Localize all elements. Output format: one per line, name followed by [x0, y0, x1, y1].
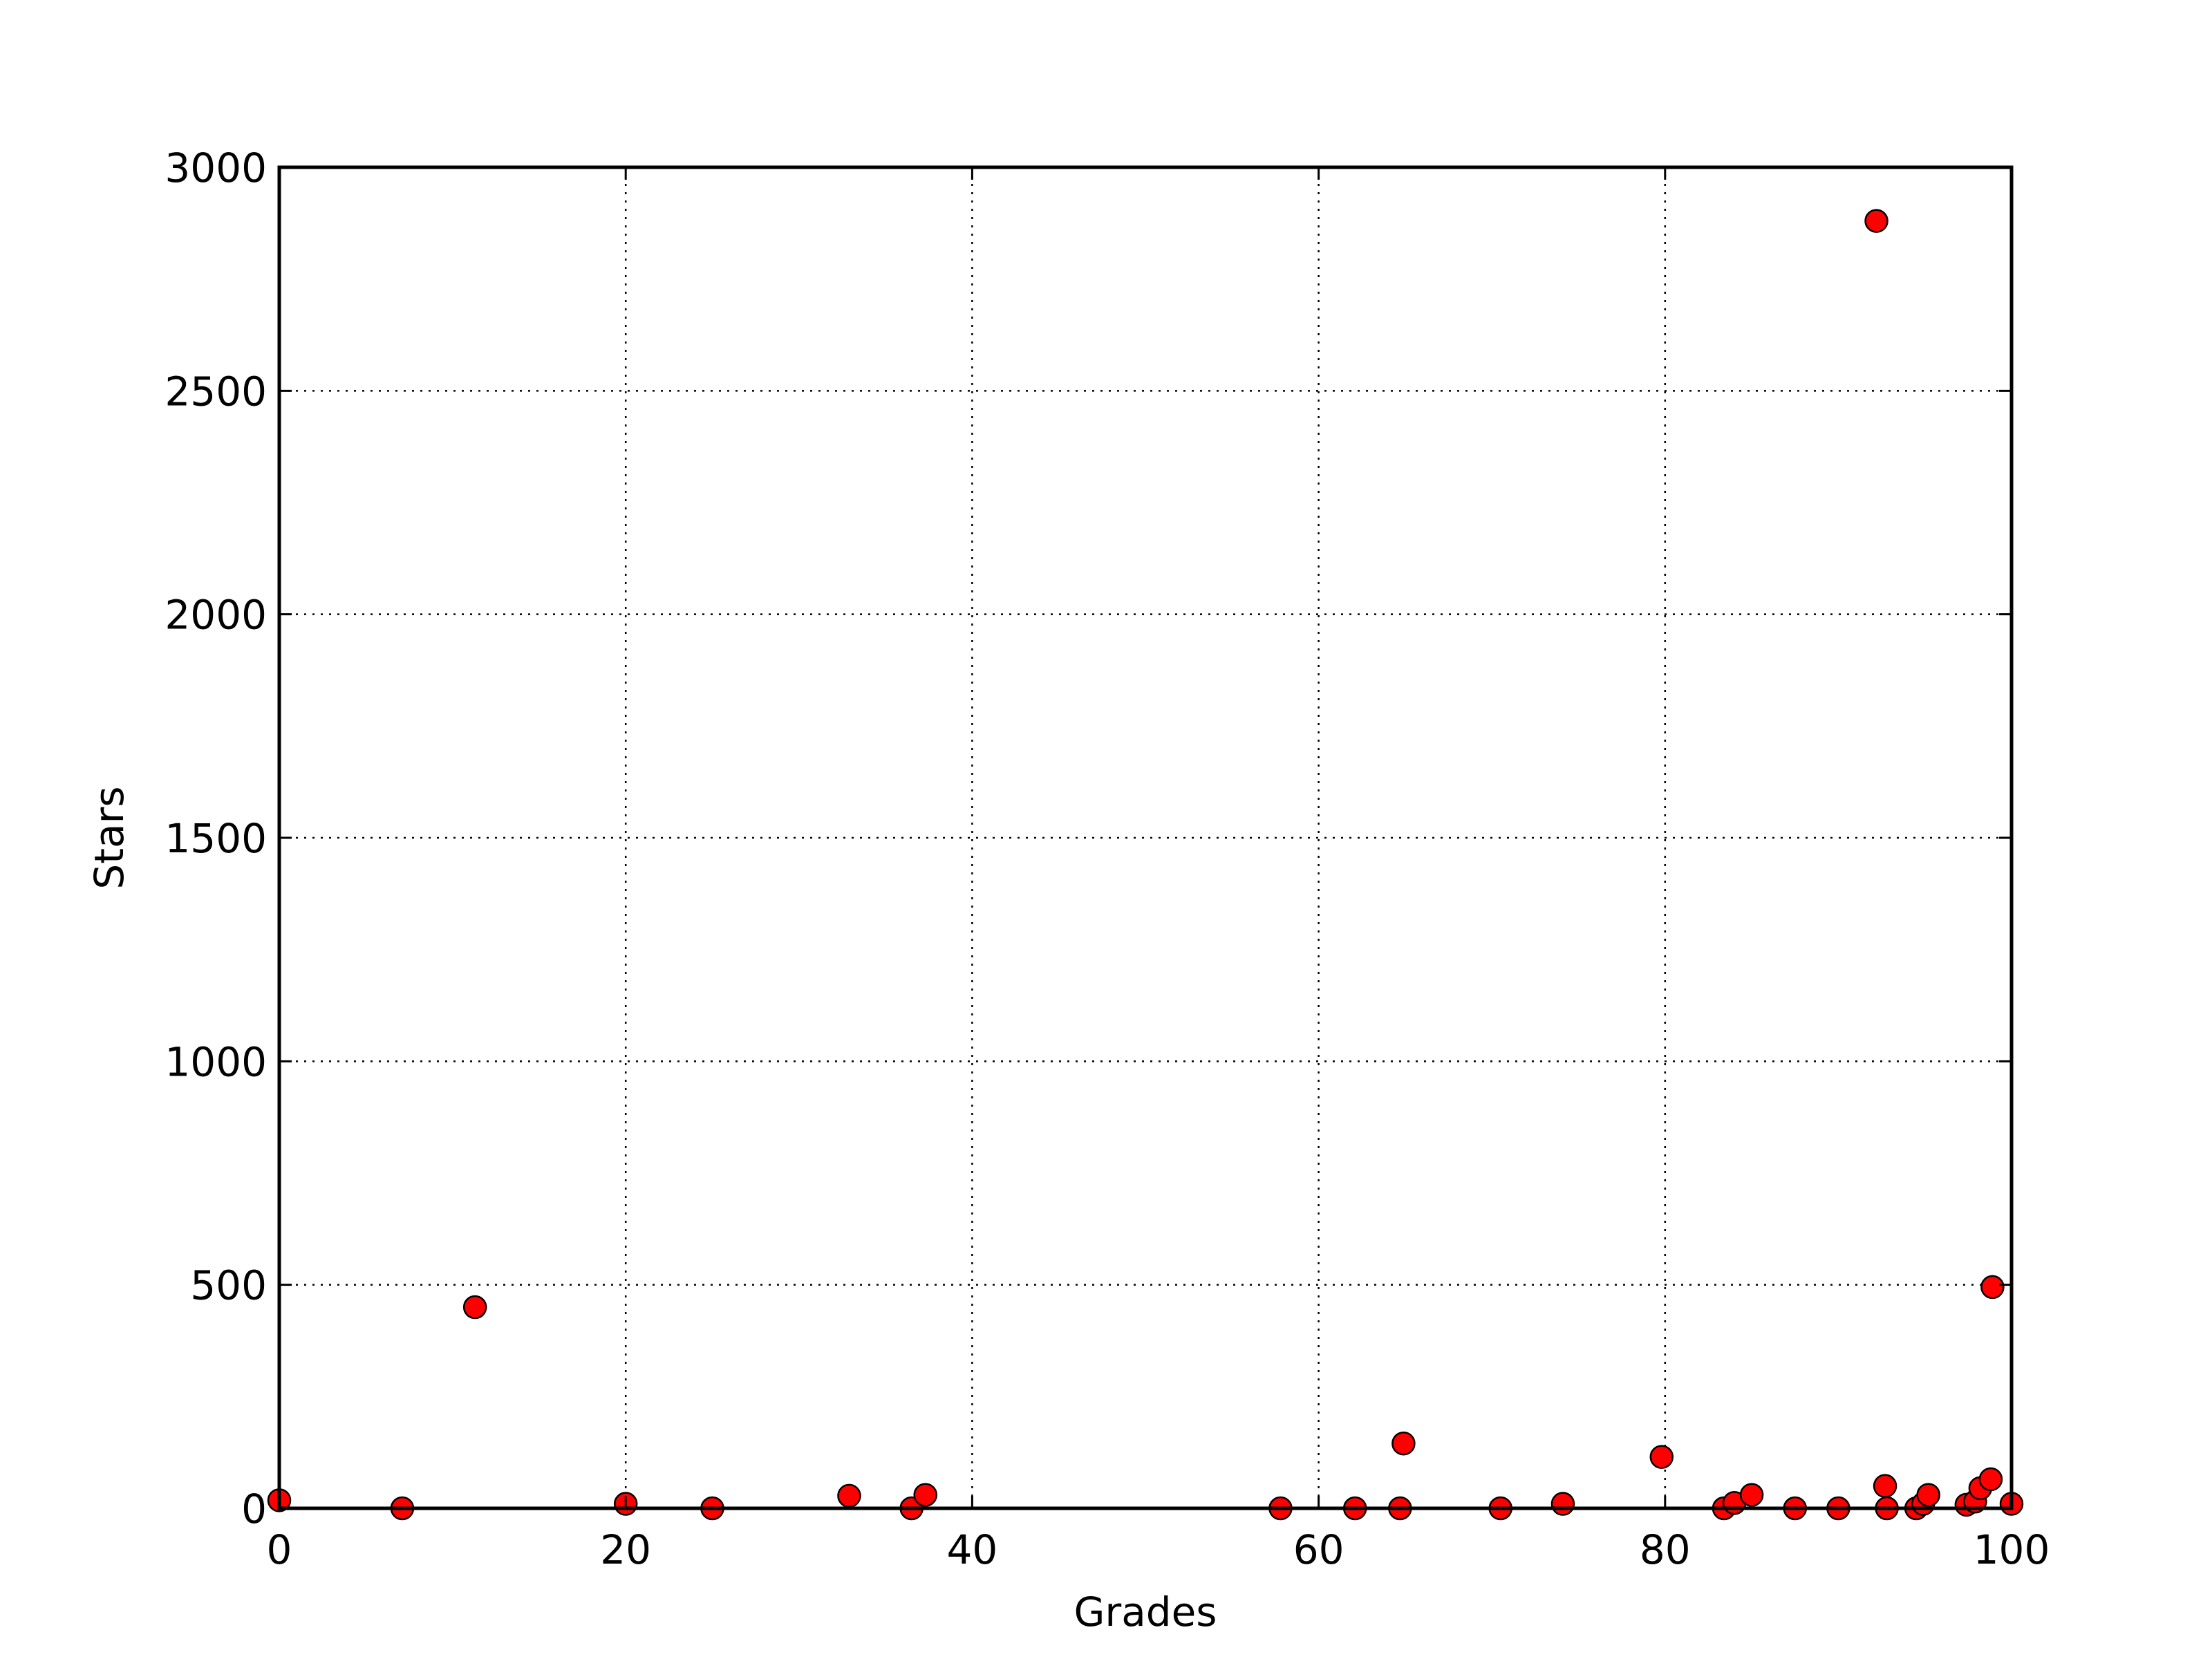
data-point — [913, 1483, 937, 1507]
y-tick-labels: 0 500 1000 1500 2000 2500 3000 — [165, 144, 267, 1533]
x-tick-label: 100 — [1974, 1526, 2050, 1573]
x-tick-label: 0 — [267, 1526, 292, 1573]
x-tick-label: 40 — [946, 1526, 997, 1573]
data-point — [837, 1483, 861, 1508]
data-point — [1550, 1492, 1575, 1516]
data-point — [1980, 1275, 2005, 1300]
data-point — [1864, 209, 1888, 233]
y-axis-label: Stars — [86, 786, 133, 889]
data-point — [462, 1295, 487, 1320]
data-point — [1391, 1431, 1416, 1456]
data-point — [1916, 1483, 1940, 1507]
data-points — [267, 209, 2024, 1521]
x-tick-label: 80 — [1640, 1526, 1691, 1573]
x-axis-label: Grades — [1074, 1588, 1217, 1635]
y-tick-label: 3000 — [165, 144, 267, 191]
tick-marks — [278, 166, 2013, 1510]
y-tick-label: 2000 — [165, 592, 267, 639]
data-point — [1978, 1467, 2003, 1492]
x-tick-labels: 0 20 40 60 80 100 — [267, 1526, 2050, 1573]
x-tick-label: 60 — [1293, 1526, 1344, 1573]
y-tick-label: 500 — [190, 1262, 267, 1309]
y-tick-label: 1000 — [165, 1038, 267, 1085]
grid — [279, 167, 2012, 1508]
plot-frame — [277, 165, 2014, 1510]
y-tick-label: 2500 — [165, 368, 267, 415]
y-tick-label: 0 — [241, 1485, 267, 1533]
data-point — [1739, 1483, 1764, 1507]
y-tick-label: 1500 — [165, 815, 267, 862]
data-point — [1649, 1445, 1674, 1469]
x-tick-label: 20 — [600, 1526, 651, 1573]
data-point — [1873, 1474, 1897, 1498]
